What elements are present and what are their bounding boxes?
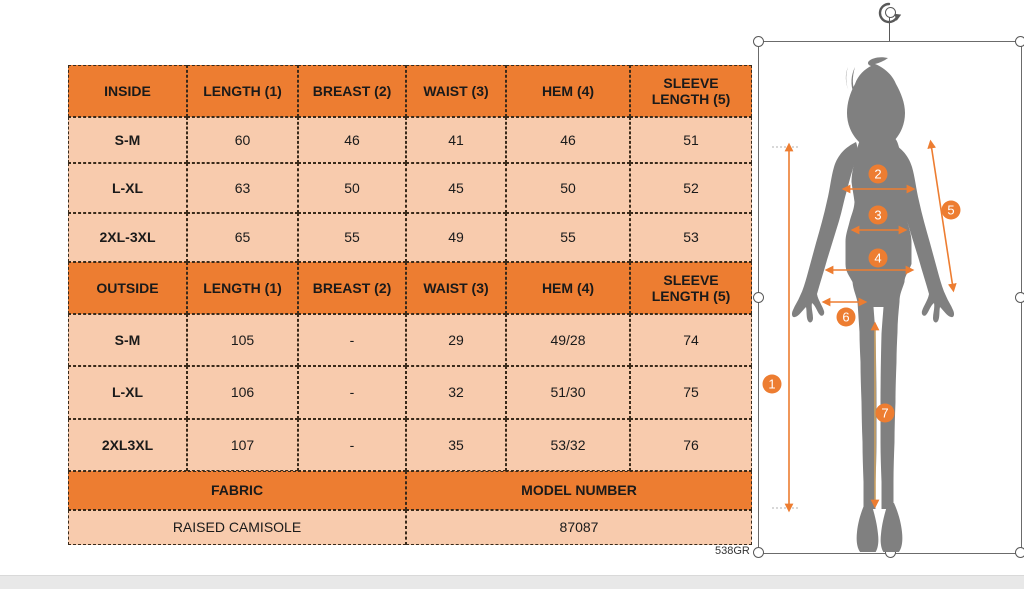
svg-text:7: 7: [881, 406, 888, 421]
svg-text:2: 2: [874, 167, 881, 182]
svg-text:4: 4: [874, 251, 881, 266]
svg-text:1: 1: [768, 377, 775, 392]
svg-text:6: 6: [842, 310, 849, 325]
svg-text:5: 5: [947, 203, 954, 218]
svg-text:3: 3: [874, 208, 881, 223]
